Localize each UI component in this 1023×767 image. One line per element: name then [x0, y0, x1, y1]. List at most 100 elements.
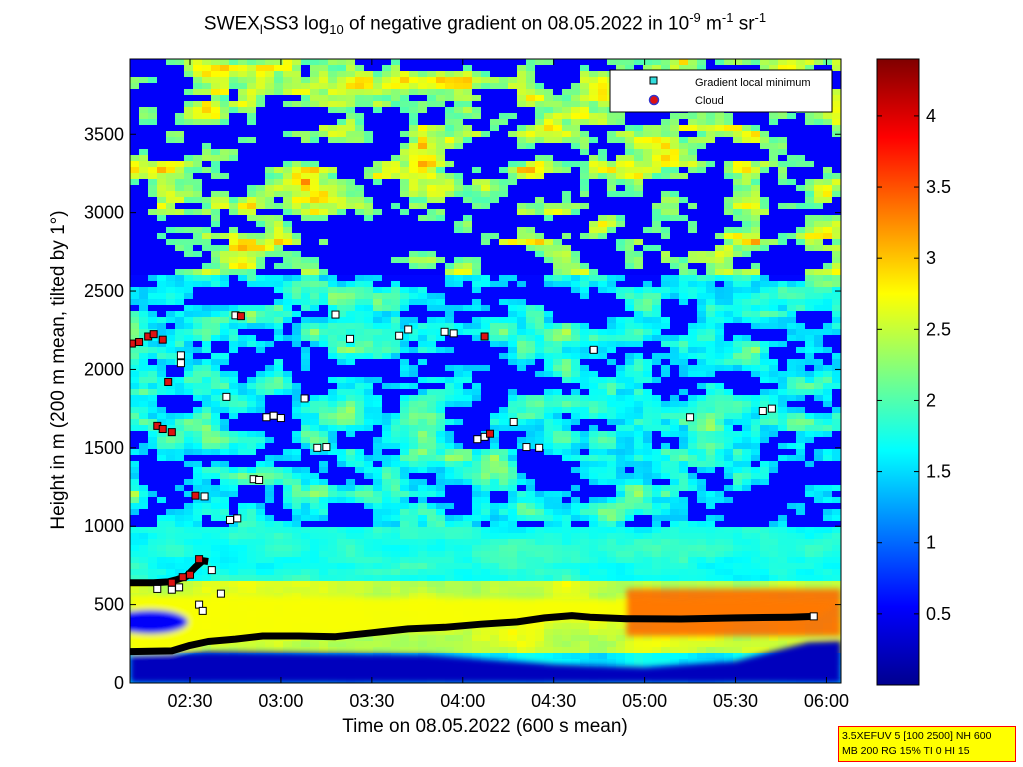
gradient-minimum-point [233, 514, 242, 523]
legend-box [609, 69, 833, 113]
gradient-minimum-point [535, 443, 544, 452]
chart-title: SWEXlSS3 log10 of negative gradient on 0… [130, 10, 840, 37]
colorbar-tick-label: 4 [926, 106, 936, 126]
x-tick-label: 03:00 [258, 691, 303, 711]
gradient-minimum-point [809, 612, 818, 621]
gradient-minimum-point [346, 334, 355, 343]
title-part: of negative gradient on 08.05.2022 in 10 [343, 13, 690, 35]
colorbar-tick-label: 2.5 [926, 319, 951, 339]
y-tick-label: 1000 [84, 516, 124, 536]
colorbar: 0.5 1 1.5 2 2.5 3 3.5 4 [876, 58, 951, 686]
gradient-minimum-point [226, 515, 235, 524]
gradient-minimum-point [331, 310, 340, 319]
gradient-minimum-point [313, 443, 322, 452]
x-tick-label: 03:30 [349, 691, 394, 711]
plot-frame [129, 58, 842, 684]
gradient-minimum-point [522, 443, 531, 452]
x-tick-label: 06:00 [804, 691, 849, 711]
gradient-minimum-point [269, 411, 278, 420]
info-line-2: MB 200 RG 15% TI 0 HI 15 [842, 745, 970, 757]
cloud-point [236, 312, 245, 321]
cloud-point [486, 429, 495, 438]
y-tick-label: 2500 [84, 281, 124, 301]
x-tick-label: 04:30 [531, 691, 576, 711]
gradient-minimum-point [767, 404, 776, 413]
x-axis-label: Time on 08.05.2022 (600 s mean) [342, 716, 628, 737]
gradient-minimum-point [255, 475, 264, 484]
legend: Gradient local minimum Cloud [609, 69, 833, 113]
gradient-minimum-point [175, 583, 184, 592]
gradient-minimum-point [473, 435, 482, 444]
title-part: SS3 log [262, 13, 330, 35]
gradient-minimum-point [176, 359, 185, 368]
colorbar-tick-label: 3 [926, 248, 936, 268]
y-tick-label: 3000 [84, 203, 124, 223]
gradient-minimum-point [207, 566, 216, 575]
y-tick-label: 2000 [84, 359, 124, 379]
y-tick-label: 1500 [84, 438, 124, 458]
cloud-point [149, 330, 158, 339]
gradient-minimum-point [200, 492, 209, 501]
colorbar-tick-label: 3.5 [926, 177, 951, 197]
gradient-minimum-point [153, 584, 162, 593]
gradient-minimum-point [440, 327, 449, 336]
cloud-point [480, 332, 489, 341]
y-tick-label: 3500 [84, 124, 124, 144]
cloud-point [178, 573, 187, 582]
cloud-point [158, 425, 167, 434]
gradient-minimum-point [216, 589, 225, 598]
legend-minimum-marker [649, 76, 658, 85]
title-part: -9 [689, 10, 701, 25]
cloud-point [167, 578, 176, 587]
title-part: sr [733, 13, 755, 35]
gradient-minimum-point [449, 329, 458, 338]
y-axis-label: Height in m (200 m mean, tilted by 1°) [48, 210, 69, 530]
gradient-minimum-point [322, 443, 331, 452]
gradient-minimum-point [758, 406, 767, 415]
gradient-minimum-point [276, 414, 285, 423]
title-part: l [259, 22, 263, 38]
y-axis: 0 500 1000 1500 2000 2500 3000 3500 [84, 124, 841, 693]
gradient-minimum-point [262, 413, 271, 422]
legend-label-minimum: Gradient local minimum [695, 77, 811, 89]
colorbar-tick-label: 2 [926, 390, 936, 410]
title-part: SWEX [203, 13, 260, 35]
lower-layer-line [130, 612, 814, 656]
cloud-point [186, 570, 195, 579]
title-part: -1 [754, 10, 767, 25]
gradient-minimum-point [589, 345, 598, 354]
colorbar-scale [876, 58, 920, 686]
title-part: m [700, 13, 722, 35]
x-tick-label: 05:30 [713, 691, 758, 711]
x-tick-label: 02:30 [167, 691, 212, 711]
legend-cloud-marker [648, 94, 660, 106]
gradient-minimum-point [198, 606, 207, 615]
y-tick-label: 0 [114, 673, 124, 693]
cloud-point [158, 335, 167, 344]
info-line-1: 3.5XEFUV 5 [100 2500] NH 600 [842, 730, 992, 742]
colorbar-tick-label: 1.5 [926, 462, 951, 482]
info-box: 3.5XEFUV 5 [100 2500] NH 600 MB 200 RG 1… [838, 726, 1016, 762]
x-axis: 02:30 03:00 03:30 04:00 04:30 05:00 05:30 06:00 [167, 59, 849, 711]
cloud-point [135, 337, 144, 346]
gradient-minimum-point [395, 331, 404, 340]
cloud-point [164, 377, 173, 386]
gradient-minimum-point [404, 325, 413, 334]
cloud-point [167, 428, 176, 437]
y-tick-label: 500 [94, 595, 124, 615]
x-tick-label: 04:00 [440, 691, 485, 711]
cloud-point [130, 339, 136, 348]
markers [130, 310, 818, 621]
colorbar-tick-label: 0.5 [926, 604, 951, 624]
gradient-minimum-point [686, 413, 695, 422]
gradient-minimum-point [176, 351, 185, 360]
cloud-point [191, 491, 200, 500]
x-tick-label: 05:00 [622, 691, 667, 711]
legend-label-cloud: Cloud [695, 95, 724, 107]
gradient-minimum-point [509, 417, 518, 426]
title-part: -1 [721, 10, 734, 25]
gradient-minimum-point [167, 585, 176, 594]
gradient-minimum-point [222, 392, 231, 401]
title-part: 10 [329, 22, 344, 38]
